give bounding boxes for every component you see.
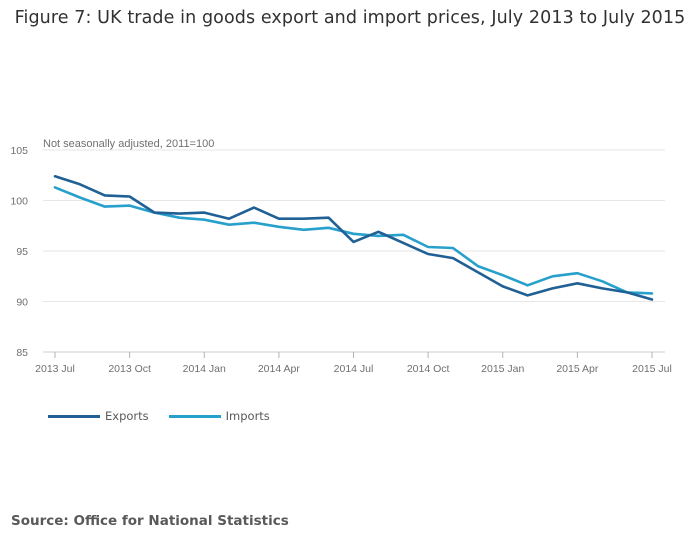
- x-tick-label: 2014 Oct: [407, 363, 450, 375]
- x-axis-ticks: 2013 Jul 2013 Oct 2014 Jan 2014 Apr 2014 Jul…: [35, 352, 672, 375]
- legend-label-exports: Exports: [105, 409, 149, 423]
- y-tick-label: 90: [16, 297, 28, 309]
- series-line-exports[interactable]: [53, 175, 654, 301]
- y-tick-label: 95: [16, 246, 28, 258]
- y-tick-label: 105: [10, 145, 28, 157]
- legend-item-imports[interactable]: Imports: [168, 409, 270, 423]
- x-tick-label: 2014 Apr: [258, 363, 301, 375]
- y-tick-label: 100: [10, 196, 28, 208]
- legend-item-exports[interactable]: Exports: [48, 409, 149, 423]
- x-tick-label: 2015 Jul: [632, 363, 672, 375]
- x-tick-label: 2014 Jan: [183, 363, 226, 375]
- x-tick-label: 2015 Apr: [556, 363, 599, 375]
- source-note: Source: Office for National Statistics: [11, 513, 289, 529]
- y-axis-ticks: 85 90 95 100 105: [10, 145, 28, 359]
- x-tick-label: 2013 Oct: [108, 363, 151, 375]
- legend-label-imports: Imports: [225, 409, 270, 423]
- x-tick-label: 2013 Jul: [35, 363, 75, 375]
- series-lines: [53, 175, 654, 301]
- legend: Exports Imports: [48, 409, 290, 423]
- y-tick-label: 85: [16, 347, 28, 359]
- x-tick-label: 2014 Jul: [334, 363, 374, 375]
- legend-swatch-imports: [168, 414, 221, 418]
- chart-title: Figure 7: UK trade in goods export and i…: [14, 8, 686, 28]
- gridlines: [43, 149, 665, 353]
- y-axis-label: Not seasonally adjusted, 2011=100: [43, 138, 214, 150]
- x-tick-label: 2015 Jan: [481, 363, 524, 375]
- legend-swatch-exports: [48, 414, 100, 418]
